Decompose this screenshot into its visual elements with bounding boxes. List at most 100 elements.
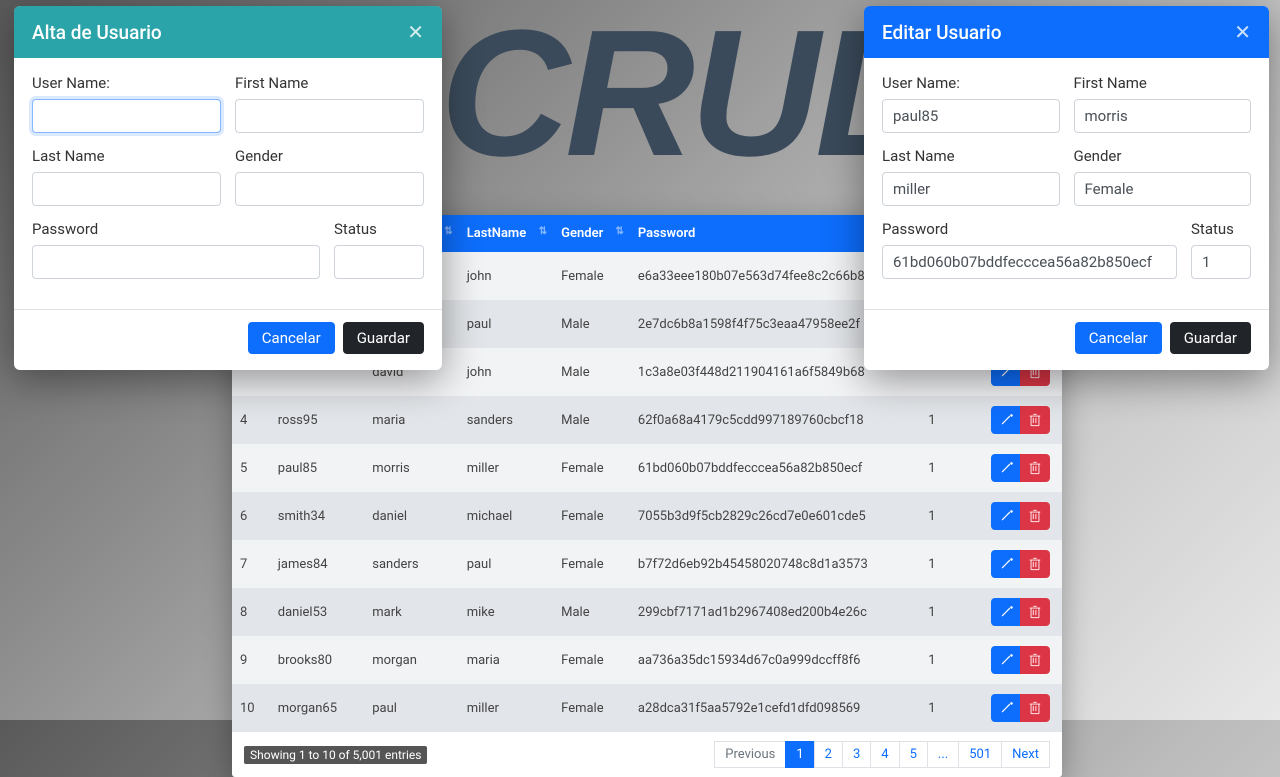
gender-label: Gender — [1074, 147, 1252, 165]
password-input[interactable] — [32, 245, 320, 279]
table-cell: 5 — [232, 444, 270, 492]
lastname-input[interactable] — [32, 172, 221, 206]
table-cell: paul — [459, 300, 553, 348]
table-cell: aa736a35dc15934d67c0a999dccff8f6 — [630, 636, 920, 684]
table-cell: ross95 — [270, 396, 364, 444]
close-icon[interactable]: ✕ — [407, 20, 424, 44]
edit-icon[interactable] — [991, 454, 1021, 482]
table-cell: maria — [459, 636, 553, 684]
table-cell: 8 — [232, 588, 270, 636]
page-button[interactable]: 5 — [899, 741, 928, 768]
table-cell: 1 — [920, 492, 955, 540]
page-button[interactable]: 4 — [870, 741, 899, 768]
table-cell: b7f72d6eb92b45458020748c8d1a3573 — [630, 540, 920, 588]
table-row: 8daniel53markmikeMale299cbf7171ad1b29674… — [232, 588, 1062, 636]
status-input[interactable] — [1191, 245, 1251, 279]
table-cell: 4 — [232, 396, 270, 444]
lastname-input[interactable] — [882, 172, 1060, 206]
page-button[interactable]: Next — [1001, 741, 1050, 768]
page-button[interactable]: Previous — [714, 741, 786, 768]
edit-icon[interactable] — [991, 694, 1021, 722]
table-cell: 299cbf7171ad1b2967408ed200b4e26c — [630, 588, 920, 636]
password-label: Password — [32, 220, 320, 238]
username-input[interactable] — [882, 99, 1060, 133]
page-button[interactable]: 3 — [842, 741, 871, 768]
create-user-modal: Alta de Usuario ✕ User Name: First Name … — [14, 6, 442, 370]
cancel-button[interactable]: Cancelar — [1075, 322, 1162, 354]
table-row: 7james84sanderspaulFemaleb7f72d6eb92b454… — [232, 540, 1062, 588]
table-cell: 10 — [232, 684, 270, 732]
table-cell: Female — [553, 444, 630, 492]
table-cell: 1 — [920, 540, 955, 588]
table-cell: john — [459, 252, 553, 300]
page-button[interactable]: 2 — [814, 741, 843, 768]
table-cell: 1 — [920, 588, 955, 636]
table-cell: Female — [553, 684, 630, 732]
delete-icon[interactable] — [1020, 454, 1050, 482]
table-cell: a28dca31f5aa5792e1cefd1dfd098569 — [630, 684, 920, 732]
table-cell: morgan65 — [270, 684, 364, 732]
column-header[interactable]: LastName — [459, 215, 553, 252]
edit-icon[interactable] — [991, 406, 1021, 434]
edit-modal-title: Editar Usuario — [882, 21, 1001, 44]
table-cell: morris — [364, 444, 458, 492]
username-input[interactable] — [32, 99, 221, 133]
username-label: User Name: — [32, 74, 221, 92]
gender-input[interactable] — [235, 172, 424, 206]
cancel-button[interactable]: Cancelar — [248, 322, 335, 354]
lastname-label: Last Name — [32, 147, 221, 165]
table-cell: paul — [364, 684, 458, 732]
lastname-label: Last Name — [882, 147, 1060, 165]
password-input[interactable] — [882, 245, 1177, 279]
edit-icon[interactable] — [991, 598, 1021, 626]
table-cell: james84 — [270, 540, 364, 588]
page-button[interactable]: 1 — [785, 741, 814, 768]
delete-icon[interactable] — [1020, 646, 1050, 674]
table-cell: morgan — [364, 636, 458, 684]
delete-icon[interactable] — [1020, 406, 1050, 434]
table-cell: Female — [553, 540, 630, 588]
table-cell: Male — [553, 588, 630, 636]
page-button[interactable]: 501 — [958, 741, 1002, 768]
table-cell: daniel53 — [270, 588, 364, 636]
table-cell: 9 — [232, 636, 270, 684]
column-header[interactable]: Gender — [553, 215, 630, 252]
table-cell: john — [459, 348, 553, 396]
table-cell: miller — [459, 444, 553, 492]
status-label: Status — [1191, 220, 1251, 238]
firstname-input[interactable] — [1074, 99, 1252, 133]
edit-icon[interactable] — [991, 646, 1021, 674]
delete-icon[interactable] — [1020, 694, 1050, 722]
gender-input[interactable] — [1074, 172, 1252, 206]
showing-entries-text: Showing 1 to 10 of 5,001 entries — [244, 746, 427, 764]
status-label: Status — [334, 220, 424, 238]
save-button[interactable]: Guardar — [343, 322, 424, 354]
page-button[interactable]: ... — [927, 741, 959, 768]
edit-icon[interactable] — [991, 550, 1021, 578]
table-cell: paul85 — [270, 444, 364, 492]
status-input[interactable] — [334, 245, 424, 279]
table-row: 6smith34danielmichaelFemale7055b3d9f5cb2… — [232, 492, 1062, 540]
table-cell: 1 — [920, 636, 955, 684]
save-button[interactable]: Guardar — [1170, 322, 1251, 354]
table-cell: 1 — [920, 444, 955, 492]
firstname-input[interactable] — [235, 99, 424, 133]
close-icon[interactable]: ✕ — [1234, 20, 1251, 44]
table-cell: michael — [459, 492, 553, 540]
delete-icon[interactable] — [1020, 550, 1050, 578]
firstname-label: First Name — [1074, 74, 1252, 92]
table-cell: 1 — [920, 684, 955, 732]
table-cell: Female — [553, 492, 630, 540]
edit-modal-header: Editar Usuario ✕ — [864, 6, 1269, 58]
table-cell: Male — [553, 396, 630, 444]
table-cell: mike — [459, 588, 553, 636]
table-cell: mark — [364, 588, 458, 636]
table-cell: 62f0a68a4179c5cdd997189760cbcf18 — [630, 396, 920, 444]
delete-icon[interactable] — [1020, 598, 1050, 626]
edit-icon[interactable] — [991, 502, 1021, 530]
table-cell: paul — [459, 540, 553, 588]
delete-icon[interactable] — [1020, 502, 1050, 530]
gender-label: Gender — [235, 147, 424, 165]
table-cell: Female — [553, 252, 630, 300]
table-row: 5paul85morrismillerFemale61bd060b07bddfe… — [232, 444, 1062, 492]
